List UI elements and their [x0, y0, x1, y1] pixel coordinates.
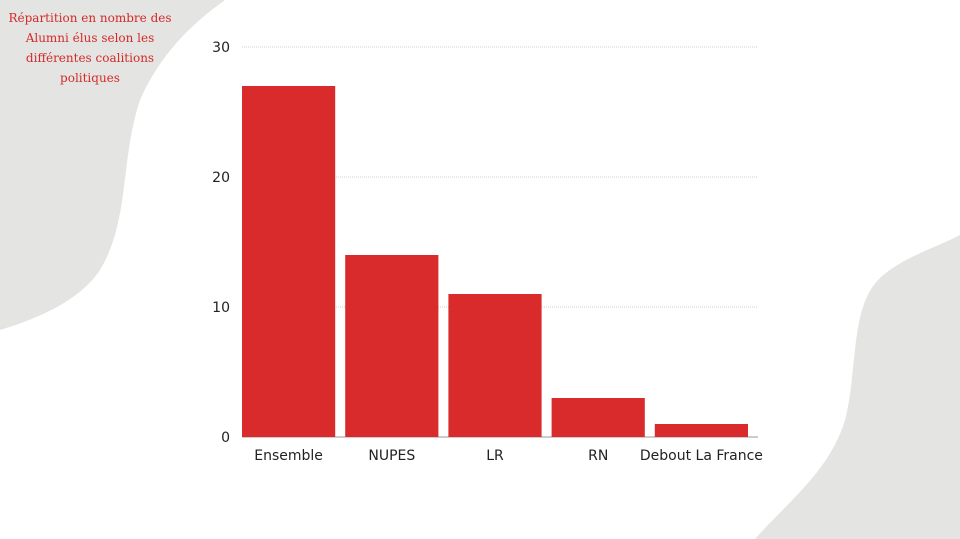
chart-caption: Répartition en nombre des Alumni élus se…: [8, 11, 172, 85]
bar-rn: [551, 398, 645, 437]
bar-nupes: [345, 255, 439, 437]
y-tick-label-0: 0: [221, 430, 230, 446]
bar-ensemble: [242, 86, 336, 437]
background-blob-top-left: [0, 0, 225, 330]
x-label-lr: LR: [486, 448, 504, 464]
bar-debout-la-france: [654, 424, 748, 437]
y-tick-labels: 0 10 20 30: [212, 40, 230, 446]
bar-lr: [448, 294, 542, 437]
y-tick-label-3: 30: [212, 40, 230, 56]
x-label-nupes: NUPES: [368, 448, 415, 464]
bars: [242, 86, 748, 437]
background-blob-bottom-right: [755, 235, 960, 539]
x-label-rn: RN: [588, 448, 608, 464]
y-tick-label-2: 20: [212, 170, 230, 186]
x-label-ensemble: Ensemble: [254, 448, 323, 464]
x-category-labels: Ensemble NUPES LR RN Debout La France: [254, 448, 763, 464]
x-label-debout-la-france: Debout La France: [640, 448, 763, 464]
y-tick-label-1: 10: [212, 300, 230, 316]
